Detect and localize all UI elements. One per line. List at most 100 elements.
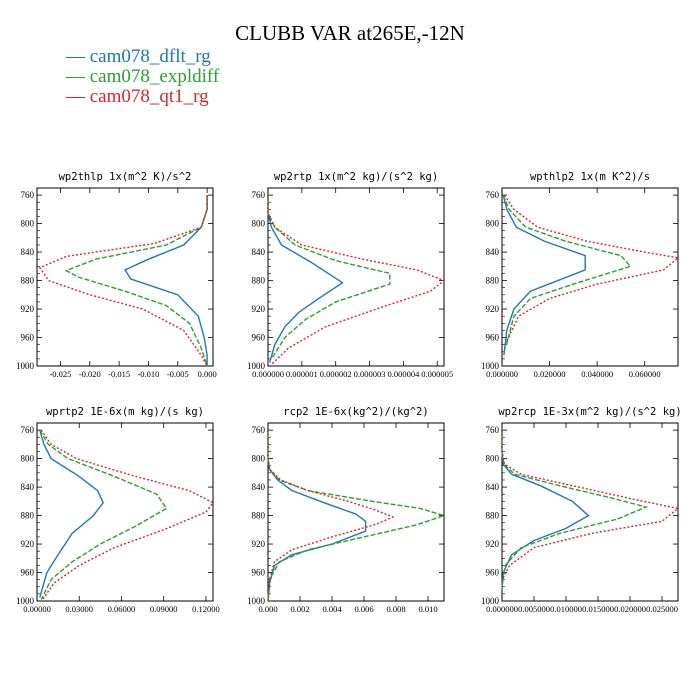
plot-frame bbox=[36, 187, 214, 367]
y-tick-label: 880 bbox=[252, 276, 266, 286]
x-tick-label: 0.025000 bbox=[646, 604, 678, 614]
x-tick-label: 0.000004 bbox=[387, 369, 420, 379]
series-line-3 bbox=[267, 195, 446, 366]
y-tick-label: 840 bbox=[486, 247, 500, 257]
x-tick-label: 0.020000 bbox=[534, 369, 566, 379]
x-tick-label: 0.000 bbox=[258, 604, 277, 614]
x-tick-label: 0.002 bbox=[290, 604, 309, 614]
panel-grid: wp2thlp 1x(m^2 K)/s^2 760 800 840 880 920 960 1… bbox=[16, 171, 682, 614]
x-tick-label: 0.06000 bbox=[108, 604, 136, 614]
x-tick-label: 0.020000 bbox=[614, 604, 646, 614]
y-tick-label: 960 bbox=[252, 333, 266, 343]
x-tick-label: 0.060000 bbox=[629, 369, 661, 379]
y-tick-label: 800 bbox=[21, 454, 35, 464]
plot-frame bbox=[267, 422, 445, 602]
x-tick-label: 0.008 bbox=[386, 604, 405, 614]
plot-frame bbox=[501, 422, 679, 602]
panel-3: wpthlp2 1x(m K^2)/s 760 800 840 880 920 960 100… bbox=[481, 171, 680, 379]
y-tick-label: 800 bbox=[486, 454, 500, 464]
series-line-2 bbox=[267, 195, 391, 360]
series-line-3 bbox=[501, 430, 680, 580]
series-line-2 bbox=[39, 429, 168, 600]
series-line-1 bbox=[267, 430, 367, 602]
x-tick-label: -0.025 bbox=[49, 369, 71, 379]
y-tick-label: 800 bbox=[486, 219, 500, 229]
y-tick-label: 760 bbox=[486, 190, 500, 200]
x-tick-label: -0.010 bbox=[137, 369, 159, 379]
panel-title: wp2rcp 1E-3x(m^2 kg)/(s^2 kg) bbox=[498, 406, 681, 418]
x-tick-label: 0.000005 bbox=[421, 369, 453, 379]
x-tick-label: 0.040000 bbox=[581, 369, 613, 379]
series-line-2 bbox=[501, 430, 649, 587]
y-tick-label: 960 bbox=[486, 568, 500, 578]
y-tick-label: 960 bbox=[252, 568, 266, 578]
y-tick-label: 760 bbox=[21, 425, 35, 435]
series-line-3 bbox=[38, 195, 208, 367]
x-tick-label: 0.015000 bbox=[582, 604, 614, 614]
plot-frame bbox=[501, 187, 679, 367]
x-tick-label: 0.000001 bbox=[286, 369, 318, 379]
panel-title: wp2thlp 1x(m^2 K)/s^2 bbox=[59, 171, 192, 183]
plot-frame bbox=[36, 422, 214, 602]
y-tick-label: 920 bbox=[21, 304, 35, 314]
y-tick-label: 1000 bbox=[481, 361, 500, 371]
panel-6: wp2rcp 1E-3x(m^2 kg)/(s^2 kg) 760 800 840 88… bbox=[481, 406, 682, 614]
y-tick-label: 1000 bbox=[481, 596, 500, 606]
y-tick-label: 840 bbox=[21, 247, 35, 257]
series-line-1 bbox=[123, 195, 208, 366]
panel-title: wprtp2 1E-6x(m kg)/(s kg) bbox=[46, 406, 204, 418]
y-tick-label: 800 bbox=[21, 219, 35, 229]
panel-title: wpthlp2 1x(m K^2)/s bbox=[530, 171, 650, 183]
y-tick-label: 960 bbox=[21, 568, 35, 578]
y-tick-label: 760 bbox=[252, 190, 266, 200]
x-tick-label: 0.006 bbox=[354, 604, 373, 614]
legend: — cam078_dflt_rg — cam078_expldiff — cam… bbox=[65, 46, 220, 107]
y-tick-label: 880 bbox=[486, 511, 500, 521]
y-tick-label: 880 bbox=[486, 276, 500, 286]
x-tick-label: 0.004 bbox=[322, 604, 342, 614]
x-tick-label: -0.005 bbox=[167, 369, 189, 379]
y-tick-label: 800 bbox=[252, 454, 266, 464]
panel-1: wp2thlp 1x(m^2 K)/s^2 760 800 840 880 920 960 1… bbox=[16, 171, 217, 379]
y-tick-label: 920 bbox=[486, 304, 500, 314]
y-tick-label: 920 bbox=[252, 539, 266, 549]
x-tick-label: -0.015 bbox=[108, 369, 130, 379]
legend-entry-dflt: — cam078_dflt_rg bbox=[65, 46, 211, 67]
series-line-3 bbox=[503, 194, 680, 342]
x-tick-label: 0.000000 bbox=[486, 369, 518, 379]
y-tick-label: 840 bbox=[252, 482, 266, 492]
panel-4: wprtp2 1E-6x(m kg)/(s kg) 760 800 840 880 920… bbox=[16, 406, 220, 614]
y-tick-label: 1000 bbox=[247, 361, 266, 371]
panel-title: rcp2 1E-6x(kg^2)/(kg^2) bbox=[283, 406, 428, 418]
series-line-2 bbox=[502, 194, 632, 349]
series-line-1 bbox=[267, 195, 344, 363]
x-tick-label: 0.000000 bbox=[486, 604, 518, 614]
x-tick-label: 0.010 bbox=[418, 604, 437, 614]
y-tick-label: 840 bbox=[21, 482, 35, 492]
series-line-1 bbox=[502, 194, 586, 356]
x-tick-label: 0.00000 bbox=[23, 604, 51, 614]
x-tick-label: 0.010000 bbox=[550, 604, 582, 614]
panel-2: wp2rtp 1x(m^2 kg)/(s^2 kg) 760 800 840 880 92… bbox=[247, 171, 453, 379]
y-tick-label: 920 bbox=[21, 539, 35, 549]
x-tick-label: 0.000002 bbox=[320, 369, 352, 379]
panel-title: wp2rtp 1x(m^2 kg)/(s^2 kg) bbox=[274, 171, 438, 183]
x-tick-label: 0.005000 bbox=[518, 604, 550, 614]
y-tick-label: 840 bbox=[252, 247, 266, 257]
legend-entry-expldiff: — cam078_expldiff bbox=[65, 66, 220, 87]
plot-frame bbox=[267, 187, 445, 367]
x-tick-label: 0.12000 bbox=[192, 604, 220, 614]
series-line-2 bbox=[267, 430, 447, 602]
x-tick-label: 0.000 bbox=[198, 369, 217, 379]
y-tick-label: 1000 bbox=[16, 596, 35, 606]
legend-entry-qt1: — cam078_qt1_rg bbox=[65, 86, 209, 107]
y-tick-label: 1000 bbox=[16, 361, 35, 371]
series-line-3 bbox=[40, 429, 215, 600]
y-tick-label: 960 bbox=[486, 333, 500, 343]
y-tick-label: 920 bbox=[486, 539, 500, 549]
x-tick-label: 0.03000 bbox=[65, 604, 93, 614]
x-tick-label: 0.09000 bbox=[150, 604, 178, 614]
y-tick-label: 880 bbox=[21, 511, 35, 521]
y-tick-label: 800 bbox=[252, 219, 266, 229]
